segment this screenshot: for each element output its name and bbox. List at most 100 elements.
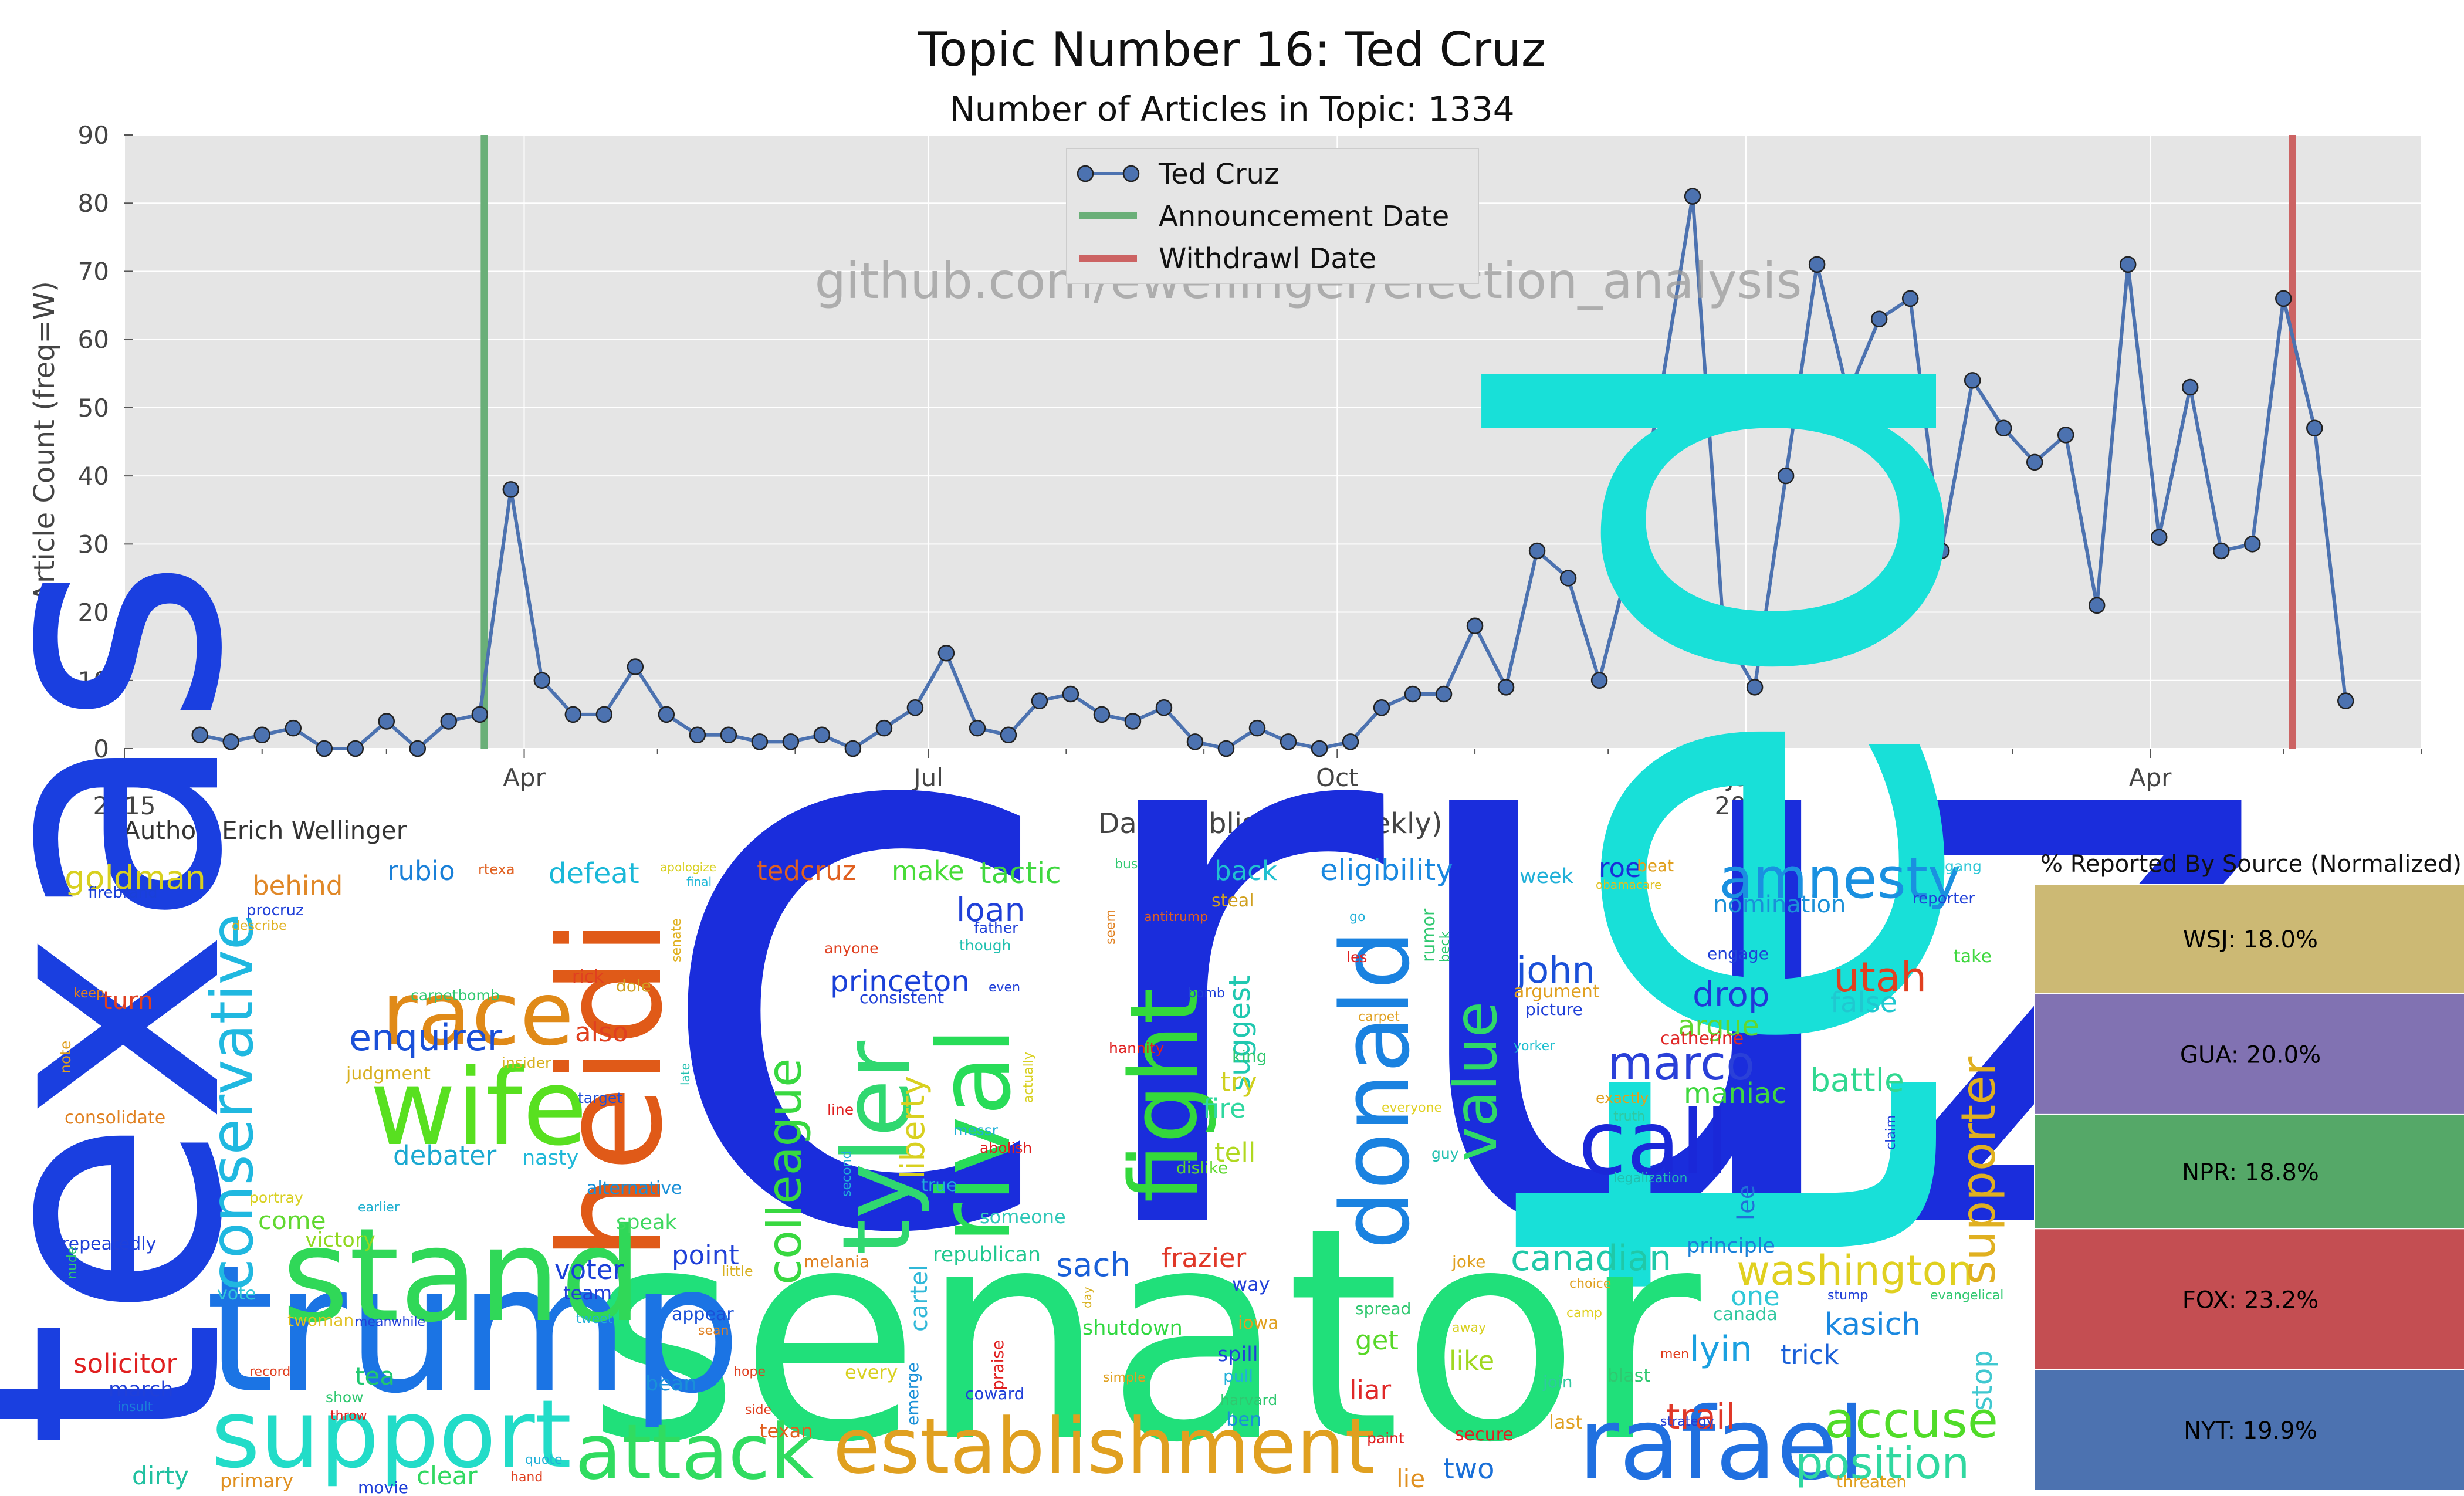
word-cloud-word: strategy [1660,1414,1714,1429]
word-cloud-word: bean [645,1372,696,1396]
word-cloud-word: reporter [1913,890,1975,908]
word-cloud-word: guy [1431,1145,1459,1162]
word-cloud-word: claim [1884,1115,1898,1150]
word-cloud-word: engage [1707,944,1769,963]
word-cloud-word: record [249,1365,290,1379]
word-cloud-word: away [1452,1321,1486,1335]
word-cloud-word: someone [980,1206,1066,1228]
word-cloud-word: insult [117,1400,153,1414]
data-point [253,726,270,744]
word-cloud-word: drop [1693,974,1770,1014]
word-cloud-word: utah [1833,953,1927,1001]
word-cloud-word: senator [587,1165,1704,1496]
word-cloud-word: try [1220,1067,1257,1098]
word-cloud-word: cartel [906,1265,933,1332]
word-cloud-word: spill [1217,1343,1258,1366]
word-cloud-word: second [840,1151,854,1197]
word-cloud-word: dislike [1176,1158,1228,1177]
word-cloud-word: false [1830,986,1897,1019]
data-point [1839,385,1857,402]
word-cloud-word: tyler [822,1041,932,1255]
word-cloud-word: rumor [1419,908,1439,962]
word-cloud-word: lee [1733,1185,1760,1220]
word-cloud-word: argument [1514,981,1600,1002]
word-cloud-word: nomination [1713,891,1846,918]
word-cloud-word: though [959,937,1011,954]
source-segments: WSJ: 18.0% GUA: 20.0% NPR: 18.8% FOX: 23.2%… [2034,884,2464,1491]
legend-marker [1122,165,1140,182]
data-point [1124,713,1142,730]
word-cloud-word: true [921,1175,957,1196]
word-cloud-word: hand [510,1470,543,1485]
word-cloud-word: day [1080,1287,1094,1308]
data-point [2306,419,2323,437]
data-point [378,713,395,730]
word-cloud-word: battle [1810,1061,1904,1099]
word-cloud-word: king [1232,1047,1267,1066]
word-cloud-word: liar [1349,1375,1392,1406]
word-cloud-word: melania [804,1252,869,1271]
data-point [2150,529,2168,546]
source-segment-label: NYT: 19.9% [2184,1417,2317,1444]
data-point [2275,290,2292,307]
word-cloud-word: heidi [529,918,693,1261]
word-cloud-word: apologize [660,860,716,874]
data-point [751,733,769,750]
word-cloud-word: last [1549,1411,1583,1433]
data-point [2243,536,2261,553]
word-cloud-word: little [722,1263,753,1280]
y-tick-label: 30 [78,530,109,559]
data-point [1746,679,1764,696]
data-point [2212,542,2230,560]
data-point [1031,692,1048,709]
word-cloud-word: tweet [576,1312,613,1326]
x-tick-sublabel: 2015 [93,791,156,820]
data-point [969,719,986,737]
data-point [1715,624,1732,641]
word-cloud-word: washington [1737,1247,1974,1295]
data-point [191,726,208,744]
word-cloud-word: carpetbomb [411,987,500,1004]
word-cloud-word: movie [358,1478,408,1496]
word-cloud-word: also [575,1017,628,1048]
word-cloud-word: gang [1945,858,1982,875]
word-cloud-word: sach [1056,1246,1131,1284]
word-cloud-word: texan [760,1420,813,1442]
word-cloud-word: final [686,875,712,889]
word-cloud-word: turn [103,986,153,1015]
word-cloud-word: paint [1367,1430,1404,1447]
data-point [1497,679,1515,696]
word-cloud-word: describe [232,919,287,933]
word-cloud-word: john [1515,949,1595,991]
word-cloud-word: tactic [980,856,1061,890]
x-tick-sublabel: 2016 [1715,791,1778,820]
word-cloud-word: sean [698,1324,729,1338]
word-cloud-word: suggest [1223,975,1257,1091]
word-cloud-word: truth [1613,1109,1645,1124]
word-cloud-word: goldman [65,859,206,896]
word-cloud-word: spread [1355,1299,1411,1318]
data-point [409,740,427,757]
word-cloud-word: men [1660,1347,1689,1362]
data-point [533,672,551,689]
data-point [1217,740,1235,757]
word-cloud-word: bomb [1188,986,1225,1001]
y-tick-label: 0 [93,735,109,763]
word-cloud-word: vote [217,1284,256,1304]
word-cloud-word: legalization [1613,1171,1688,1186]
y-tick-label: 20 [78,598,109,627]
y-axis-label: Article Count (freq=W) [28,281,61,603]
word-cloud-word: twoman [287,1311,354,1330]
data-point [1559,570,1577,587]
word-cloud-word: colleague [757,1058,812,1285]
word-cloud-word: alternative [587,1178,682,1199]
word-cloud-word: meanwhile [355,1315,425,1329]
word-cloud-word: team [563,1282,612,1304]
word-cloud-word: every [845,1361,898,1383]
data-point [1964,372,1981,389]
data-point [1280,733,1297,750]
y-tick-label: 90 [78,121,109,150]
data-point [1528,542,1546,560]
word-cloud-word: support [211,1379,571,1489]
word-cloud-word: stand [282,1200,642,1351]
